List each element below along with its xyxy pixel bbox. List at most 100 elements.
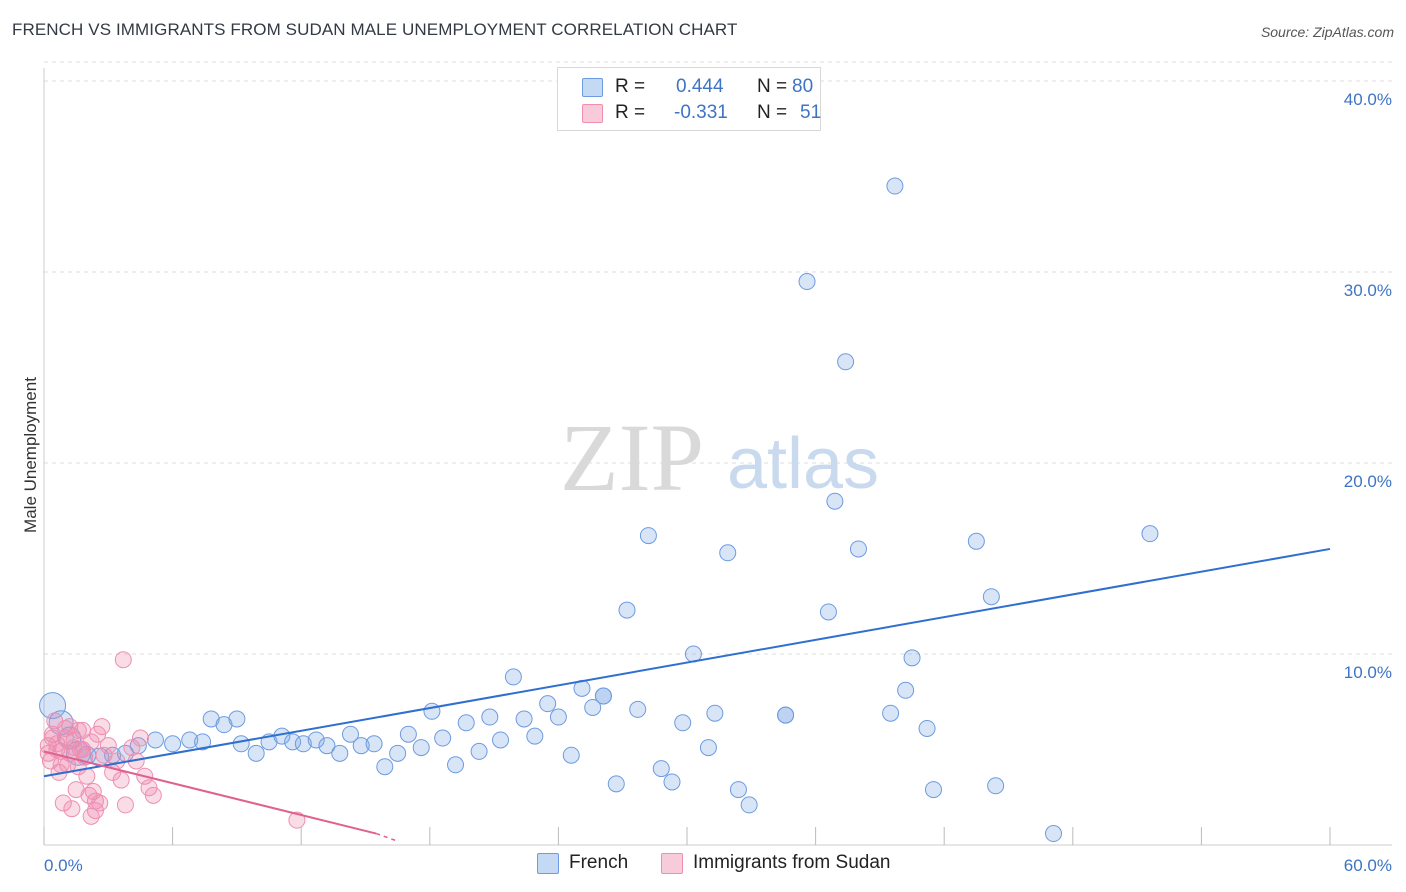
french-point	[897, 681, 915, 699]
sudan-point	[74, 741, 92, 758]
sudan-point	[82, 807, 100, 825]
sudan-point	[61, 718, 79, 736]
french-point	[652, 760, 670, 778]
french-point	[798, 273, 816, 291]
sudan-point	[108, 752, 126, 770]
source-note: Source: ZipAtlas.com	[1260, 24, 1394, 40]
legend-french-r-value: 0.444	[676, 76, 724, 97]
french-point	[1141, 525, 1159, 543]
sudan-trend-line	[43, 750, 377, 835]
sudan-point	[288, 811, 306, 829]
french-point	[341, 725, 359, 743]
french-point	[918, 719, 936, 737]
french-swatch	[582, 78, 603, 97]
french-point	[399, 725, 417, 743]
french-point	[924, 781, 942, 799]
y-tick-label-30: 30.0%	[1344, 281, 1392, 300]
french-point	[849, 540, 867, 558]
sudan-point	[54, 794, 72, 812]
french-point	[982, 588, 1000, 606]
french-trend-line	[43, 547, 1331, 778]
gridlines	[44, 61, 1392, 655]
french-point	[607, 775, 625, 793]
sudan-point	[44, 729, 62, 747]
french-point	[434, 729, 452, 747]
french-point	[663, 773, 681, 791]
french-point	[594, 687, 612, 705]
y-tick-label-20: 20.0%	[1344, 472, 1392, 491]
sudan-swatch	[582, 104, 603, 123]
sudan-point	[69, 721, 87, 739]
sudan-point	[65, 739, 83, 757]
legend-sudan-r-label: R =	[615, 102, 646, 123]
chart-title: FRENCH VS IMMIGRANTS FROM SUDAN MALE UNE…	[12, 20, 738, 39]
y-tick-label-10: 10.0%	[1344, 663, 1392, 682]
french-point	[903, 649, 921, 667]
french-point	[247, 744, 265, 762]
legend-sudan-n-label: N =	[757, 102, 788, 123]
french-point	[618, 601, 636, 619]
bottom-french-label: French	[569, 852, 629, 873]
french-point	[181, 731, 199, 749]
legend-french-n-label: N =	[757, 76, 788, 97]
bottom-french-swatch	[537, 853, 559, 874]
french-point	[164, 735, 182, 753]
french-point	[584, 698, 602, 716]
french-point	[232, 735, 250, 753]
french-point	[526, 727, 544, 745]
y-tick-label-40: 40.0%	[1344, 90, 1392, 109]
french-point	[39, 692, 67, 720]
french-point	[740, 796, 758, 814]
trend-lines	[43, 547, 1331, 842]
french-point	[228, 710, 246, 728]
french-point	[837, 353, 855, 371]
watermark-atlas: atlas	[727, 424, 879, 504]
axes	[43, 68, 1392, 846]
french-point	[674, 714, 692, 732]
french-point	[365, 735, 383, 753]
french-point	[967, 532, 985, 550]
legend-sudan-n-value: 51	[800, 102, 822, 123]
french-point	[819, 603, 837, 621]
sudan-point	[86, 792, 104, 810]
sudan-point	[116, 796, 134, 814]
french-point	[719, 544, 737, 562]
sudan-point	[63, 800, 81, 818]
french-point	[146, 731, 164, 749]
french-point	[504, 668, 522, 686]
french-point	[729, 781, 747, 799]
french-point	[470, 742, 488, 760]
french-point	[539, 695, 557, 713]
french-point	[777, 706, 795, 724]
french-point	[629, 700, 647, 718]
french-points	[39, 177, 1159, 843]
french-point	[826, 492, 844, 510]
french-point	[562, 746, 580, 764]
french-point	[706, 704, 724, 722]
watermark-zip: ZIP	[560, 404, 704, 511]
french-point	[352, 737, 370, 755]
sudan-point	[123, 739, 141, 757]
sudan-point	[91, 794, 109, 812]
correlation-legend: R = 0.444 N = 80 R = -0.331 N = 51	[557, 67, 821, 131]
legend-french-n-value: 80	[792, 76, 814, 97]
french-point	[515, 710, 533, 728]
watermark: ZIP atlas	[560, 404, 879, 511]
french-point	[639, 527, 657, 545]
french-point	[886, 177, 904, 195]
french-point	[1045, 825, 1063, 843]
french-point	[318, 737, 336, 755]
x-tick-label-min: 0.0%	[44, 856, 83, 875]
sudan-point	[144, 786, 162, 804]
french-point	[376, 758, 394, 776]
bottom-sudan-label: Immigrants from Sudan	[693, 852, 891, 873]
french-point	[549, 708, 567, 726]
french-point	[294, 735, 312, 753]
x-tick-label-max: 60.0%	[1344, 856, 1392, 875]
french-point	[447, 756, 465, 774]
y-tick-labels: 10.0% 20.0% 30.0% 40.0%	[1344, 90, 1392, 682]
french-point	[194, 733, 212, 751]
sudan-point	[93, 718, 111, 736]
french-point	[284, 733, 302, 751]
